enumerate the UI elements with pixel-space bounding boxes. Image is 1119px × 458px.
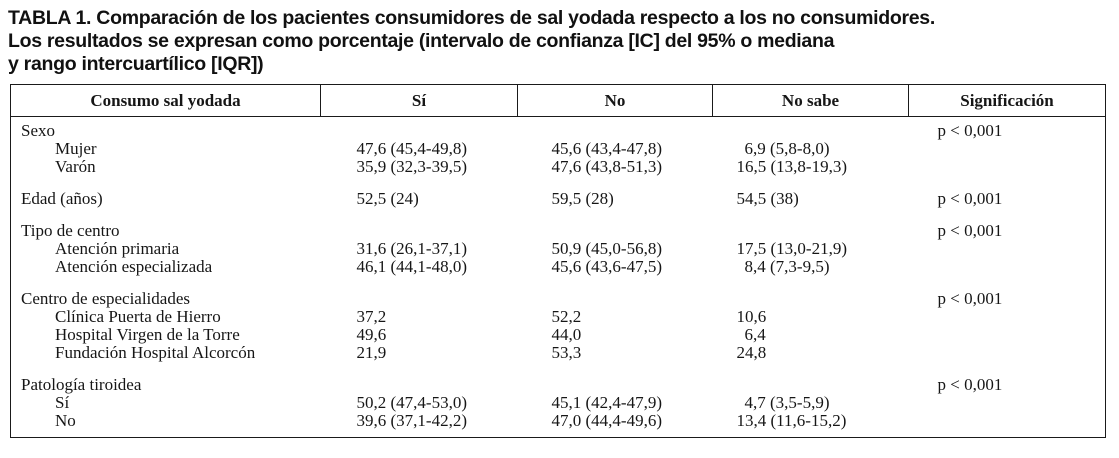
row-label: Edad (años) bbox=[21, 189, 103, 208]
cell-no: 45,6 (43,4-47,8) bbox=[551, 140, 662, 158]
row-clinica-puerta-de-hierro: Clínica Puerta de Hierro 37,2 52,2 10,6 bbox=[11, 308, 1106, 326]
caption-line-3: y rango intercuartílico [IQR]) bbox=[8, 53, 264, 75]
row-label: Varón bbox=[55, 158, 96, 176]
cell-no: 47,0 (44,4-49,6) bbox=[551, 412, 662, 430]
cell-si: 50,2 (47,4-53,0) bbox=[356, 394, 467, 412]
cell-no: 53,3 bbox=[551, 344, 582, 362]
cell-si: 39,6 (37,1-42,2) bbox=[356, 412, 467, 430]
row-label: Sexo bbox=[21, 121, 55, 140]
row-label: No bbox=[55, 412, 76, 430]
cell-significacion bbox=[909, 326, 1106, 344]
col-header-no-sabe: No sabe bbox=[712, 84, 909, 117]
row-patologia-si: Sí 50,2 (47,4-53,0) 45,1 (42,4-47,9) 4,7… bbox=[11, 394, 1106, 412]
cell-si bbox=[321, 276, 518, 308]
cell-significacion bbox=[909, 158, 1106, 176]
cell-si bbox=[321, 362, 518, 394]
cell-significacion bbox=[909, 258, 1106, 276]
cell-si: 49,6 bbox=[356, 326, 387, 344]
row-patologia-tiroidea: Patología tiroidea p < 0,001 bbox=[11, 362, 1106, 394]
cell-no-sabe: 6,9 (5,8-8,0) bbox=[744, 140, 830, 158]
row-hospital-virgen-de-la-torre: Hospital Virgen de la Torre 49,6 44,0 6,… bbox=[11, 326, 1106, 344]
row-label: Sí bbox=[55, 394, 70, 412]
row-atencion-primaria: Atención primaria 31,6 (26,1-37,1) 50,9 … bbox=[11, 240, 1106, 258]
col-header-si: Sí bbox=[320, 84, 518, 117]
cell-no: 47,6 (43,8-51,3) bbox=[551, 158, 662, 176]
cell-significacion: p < 0,001 bbox=[937, 289, 1003, 308]
row-patologia-no: No 39,6 (37,1-42,2) 47,0 (44,4-49,6) 13,… bbox=[11, 412, 1106, 438]
cell-si: 31,6 (26,1-37,1) bbox=[356, 240, 467, 258]
row-varon: Varón 35,9 (32,3-39,5) 47,6 (43,8-51,3) … bbox=[11, 158, 1106, 176]
cell-no: 50,9 (45,0-56,8) bbox=[551, 240, 662, 258]
cell-si bbox=[321, 117, 518, 141]
cell-significacion: p < 0,001 bbox=[937, 375, 1003, 394]
col-header-significacion: Significación bbox=[908, 84, 1106, 117]
cell-no bbox=[518, 362, 713, 394]
row-sexo: Sexo p < 0,001 bbox=[11, 117, 1106, 141]
cell-si: 52,5 (24) bbox=[356, 189, 419, 208]
cell-si: 46,1 (44,1-48,0) bbox=[356, 258, 467, 276]
row-label: Atención primaria bbox=[55, 240, 180, 258]
cell-significacion: p < 0,001 bbox=[937, 121, 1003, 140]
header-row: Consumo sal yodada Sí No No sabe Signifi… bbox=[10, 84, 1106, 117]
cell-no bbox=[518, 276, 713, 308]
table-caption: TABLA 1. Comparación de los pacientes co… bbox=[0, 0, 1119, 76]
cell-no-sabe: 10,6 bbox=[736, 308, 767, 326]
cell-no-sabe: 13,4 (11,6-15,2) bbox=[736, 412, 847, 430]
cell-significacion: p < 0,001 bbox=[937, 221, 1003, 240]
row-label: Hospital Virgen de la Torre bbox=[55, 326, 240, 344]
col-header-consumo-sal-yodada: Consumo sal yodada bbox=[10, 84, 321, 117]
row-label: Clínica Puerta de Hierro bbox=[55, 308, 221, 326]
cell-no-sabe: 24,8 bbox=[736, 344, 767, 362]
cell-no-sabe: 8,4 (7,3-9,5) bbox=[744, 258, 830, 276]
row-centro-de-especialidades: Centro de especialidades p < 0,001 bbox=[11, 276, 1106, 308]
cell-no bbox=[518, 208, 713, 240]
cell-significacion bbox=[909, 344, 1106, 362]
row-label: Centro de especialidades bbox=[21, 289, 190, 308]
caption-line-2: Los resultados se expresan como porcenta… bbox=[8, 30, 835, 52]
cell-no-sabe bbox=[713, 117, 909, 141]
cell-significacion bbox=[909, 140, 1106, 158]
row-label: Mujer bbox=[55, 140, 97, 158]
cell-no-sabe bbox=[713, 362, 909, 394]
cell-significacion bbox=[909, 308, 1106, 326]
cell-no-sabe: 6,4 bbox=[744, 326, 766, 344]
cell-no-sabe: 54,5 (38) bbox=[736, 189, 799, 208]
row-label: Patología tiroidea bbox=[21, 375, 142, 394]
cell-significacion bbox=[909, 394, 1106, 412]
cell-si: 37,2 bbox=[356, 308, 387, 326]
comparison-table: Consumo sal yodada Sí No No sabe Signifi… bbox=[10, 84, 1106, 438]
cell-no: 44,0 bbox=[551, 326, 582, 344]
row-label: Tipo de centro bbox=[21, 221, 120, 240]
row-label: Atención especializada bbox=[55, 258, 213, 276]
cell-no-sabe bbox=[713, 208, 909, 240]
cell-si: 47,6 (45,4-49,8) bbox=[356, 140, 467, 158]
row-label: Fundación Hospital Alcorcón bbox=[55, 344, 256, 362]
cell-no bbox=[518, 117, 713, 141]
cell-significacion bbox=[909, 240, 1106, 258]
cell-si: 21,9 bbox=[356, 344, 387, 362]
row-mujer: Mujer 47,6 (45,4-49,8) 45,6 (43,4-47,8) … bbox=[11, 140, 1106, 158]
cell-no: 59,5 (28) bbox=[551, 189, 614, 208]
row-atencion-especializada: Atención especializada 46,1 (44,1-48,0) … bbox=[11, 258, 1106, 276]
row-tipo-de-centro: Tipo de centro p < 0,001 bbox=[11, 208, 1106, 240]
cell-no: 45,1 (42,4-47,9) bbox=[551, 394, 662, 412]
cell-no-sabe bbox=[713, 276, 909, 308]
cell-si: 35,9 (32,3-39,5) bbox=[356, 158, 467, 176]
col-header-no: No bbox=[517, 84, 713, 117]
cell-si bbox=[321, 208, 518, 240]
cell-no-sabe: 4,7 (3,5-5,9) bbox=[744, 394, 830, 412]
row-fundacion-hospital-alcorcon: Fundación Hospital Alcorcón 21,9 53,3 24… bbox=[11, 344, 1106, 362]
row-edad: Edad (años) 52,5 (24) 59,5 (28) 54,5 (38… bbox=[11, 176, 1106, 208]
caption-line-1: TABLA 1. Comparación de los pacientes co… bbox=[8, 7, 935, 29]
cell-significacion: p < 0,001 bbox=[937, 189, 1003, 208]
cell-no: 45,6 (43,6-47,5) bbox=[551, 258, 662, 276]
cell-no-sabe: 17,5 (13,0-21,9) bbox=[736, 240, 847, 258]
cell-no-sabe: 16,5 (13,8-19,3) bbox=[736, 158, 847, 176]
cell-significacion bbox=[909, 412, 1106, 438]
cell-no: 52,2 bbox=[551, 308, 582, 326]
